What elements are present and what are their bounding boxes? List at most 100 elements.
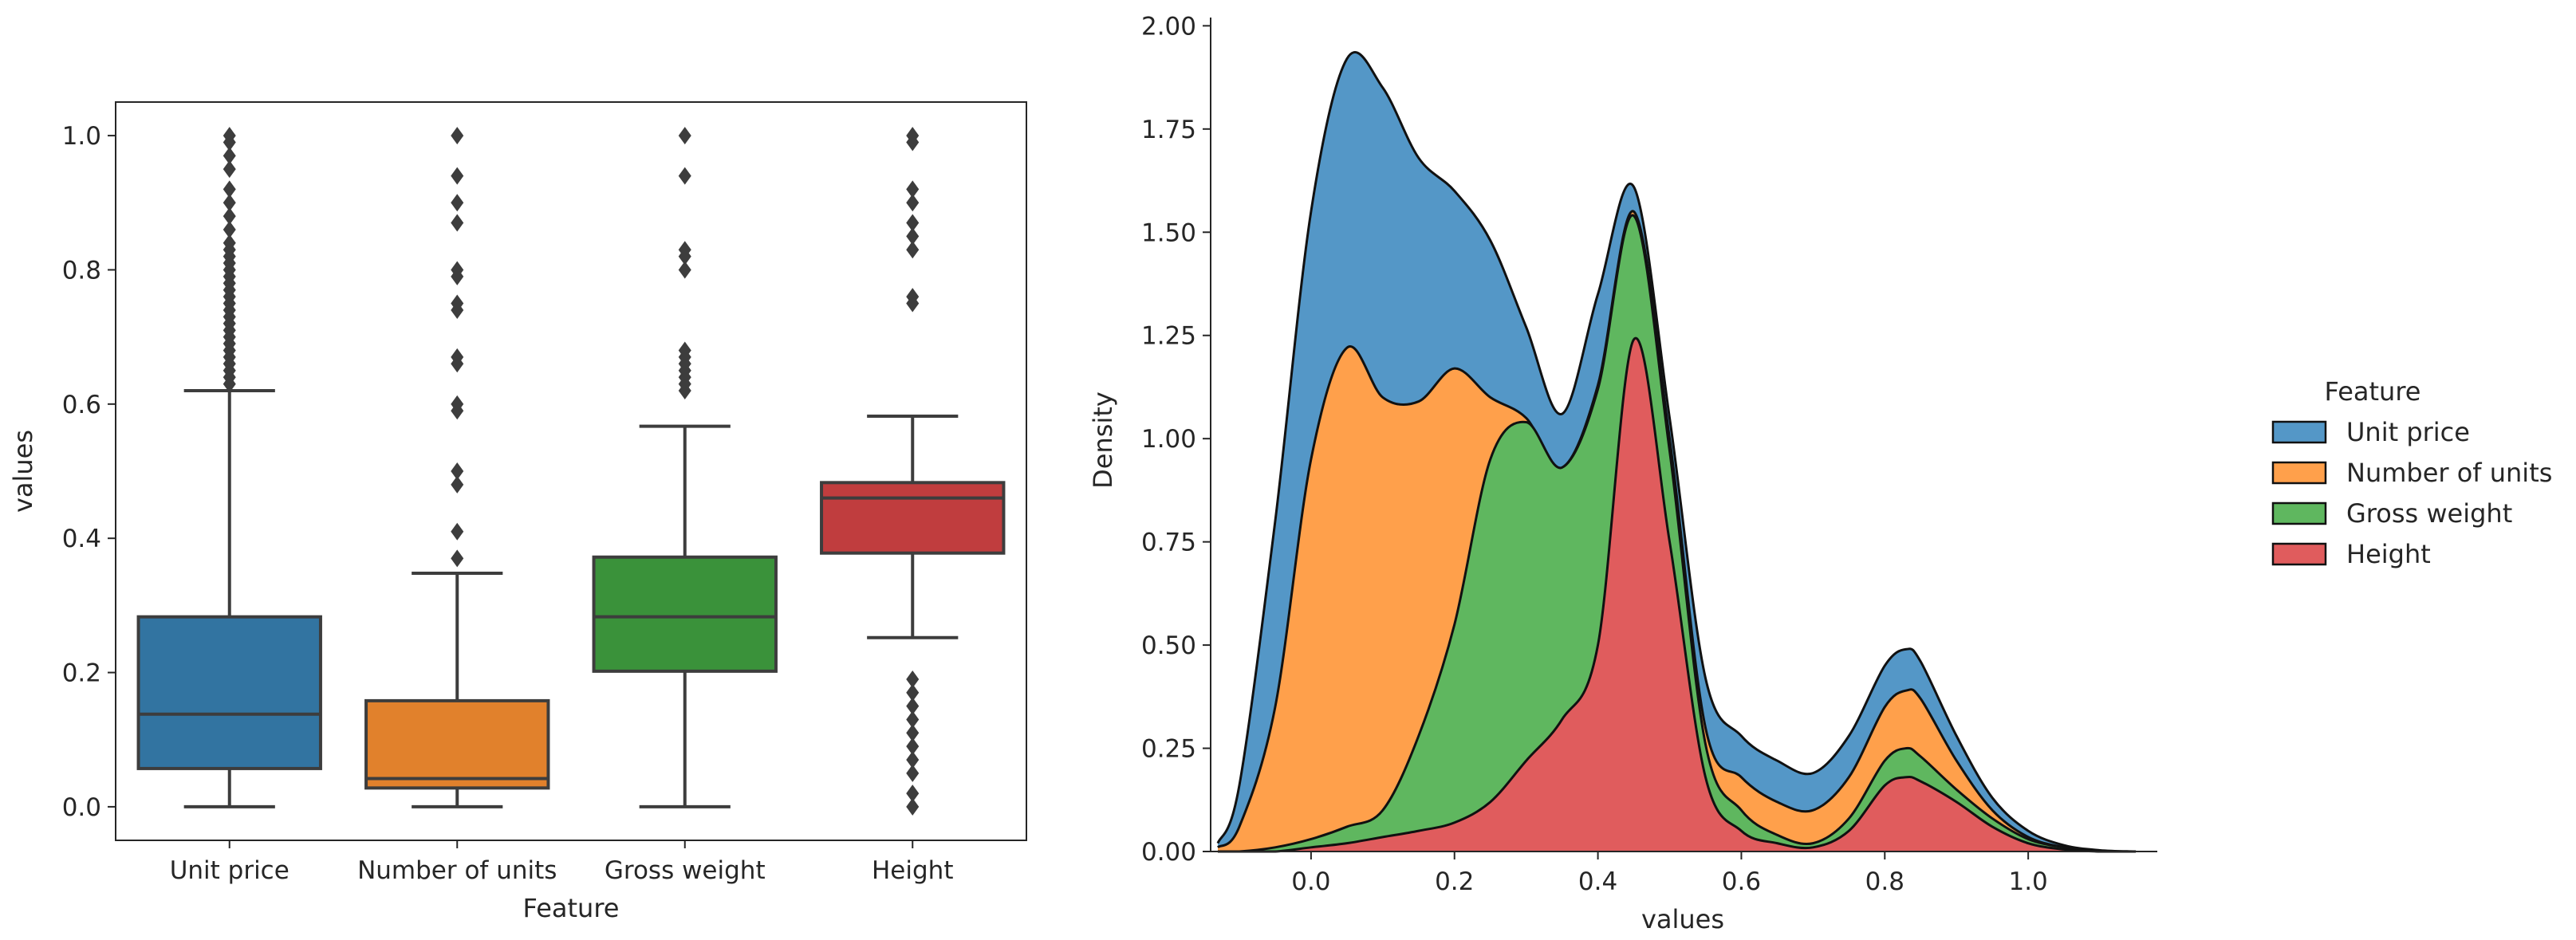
box-y-tick-label: 0.2	[62, 659, 101, 688]
unit-price-outlier	[223, 160, 236, 179]
number-of-units-outlier	[451, 167, 464, 185]
density-y-tick-label: 0.75	[1141, 529, 1196, 557]
number-of-units-outlier	[451, 261, 464, 279]
unit-price-outlier	[223, 207, 236, 226]
density-y-tick-label: 0.00	[1141, 838, 1196, 867]
density-x-axis-label: values	[1641, 904, 1724, 934]
box-plot-x-axis-label: Feature	[523, 893, 620, 923]
box-x-tick-label: Unit price	[170, 856, 290, 885]
density-y-ticks: 0.00 0.25 0.50 0.75 1.00 1.25 1.50 1.75 2.00	[1141, 12, 1211, 867]
height-outlier	[906, 764, 920, 782]
box-plot-marks	[136, 127, 1006, 816]
density-areas	[1216, 51, 2137, 853]
height-outlier	[906, 180, 920, 199]
gross-weight-outlier	[678, 341, 691, 360]
gross-weight-density-line	[1217, 214, 2137, 853]
density-x-tick-label: 1.0	[2008, 867, 2047, 896]
number-of-units-outlier	[451, 475, 464, 494]
number-of-units-outlier	[451, 194, 464, 212]
legend-title: Feature	[2325, 376, 2421, 407]
density-y-tick-label: 1.00	[1141, 425, 1196, 454]
height-outlier	[906, 227, 920, 246]
unit-price-outlier	[223, 147, 236, 165]
box-plot-panel: 0.0 0.2 0.4 0.6 0.8 1.0 Unit price Number of u…	[8, 101, 1027, 923]
unit-price-box	[136, 615, 322, 770]
height-outlier	[906, 670, 920, 688]
unit-price-outlier	[223, 220, 236, 238]
density-y-tick-label: 1.50	[1141, 218, 1196, 247]
box-y-tick-label: 0.0	[62, 793, 101, 822]
height-outlier	[906, 288, 920, 306]
number-of-units-outlier	[451, 462, 464, 480]
number-of-units-outlier	[451, 294, 464, 313]
legend-label-height: Height	[2346, 539, 2431, 569]
legend-swatch-unit-price	[2271, 420, 2327, 444]
height-outlier	[906, 697, 920, 715]
unit-price-density-line	[1216, 51, 2137, 853]
height-outlier	[906, 214, 920, 232]
box-plot-x-ticks: Unit price Number of units Gross weight Hei…	[170, 840, 953, 885]
legend-label-unit-price: Unit price	[2346, 417, 2470, 447]
box-x-tick-label: Number of units	[357, 856, 557, 885]
height-outlier	[906, 785, 920, 803]
gross-weight-outlier	[678, 261, 691, 279]
box-plot-frame	[115, 101, 1027, 841]
gross-weight-outlier	[678, 241, 691, 259]
height-outlier	[906, 750, 920, 769]
box-y-tick-label: 1.0	[62, 122, 101, 151]
height-outlier	[906, 797, 920, 816]
height-box	[820, 481, 1006, 555]
density-y-tick-label: 2.00	[1141, 12, 1196, 41]
box-plot-y-ticks: 0.0 0.2 0.4 0.6 0.8 1.0	[62, 122, 116, 822]
density-y-tick-label: 0.50	[1141, 631, 1196, 660]
legend-swatch-number-of-units	[2271, 461, 2327, 485]
legend-label-gross-weight: Gross weight	[2346, 498, 2512, 529]
height-outlier	[906, 710, 920, 729]
density-x-tick-label: 0.8	[1865, 867, 1904, 896]
unit-price-outlier	[223, 234, 236, 252]
legend-swatch-height	[2271, 542, 2327, 566]
gross-weight-density-area	[1217, 214, 2137, 852]
density-y-tick-label: 1.75	[1141, 116, 1196, 144]
density-x-tick-label: 0.0	[1291, 867, 1330, 896]
legend-swatch-gross-weight	[2271, 501, 2327, 525]
density-x-tick-label: 0.4	[1578, 867, 1617, 896]
density-x-tick-label: 0.2	[1435, 867, 1474, 896]
density-plot-panel: 0.00 0.25 0.50 0.75 1.00 1.25 1.50 1.75 2.00 0.0…	[1088, 12, 2157, 934]
legend: Feature Unit price Number of units Gross w…	[2271, 376, 2552, 569]
unit-price-outlier	[223, 194, 236, 212]
number-of-units-outlier	[451, 214, 464, 232]
box-y-tick-label: 0.6	[62, 391, 101, 419]
height-outlier	[906, 737, 920, 756]
density-x-ticks: 0.0 0.2 0.4 0.6 0.8 1.0	[1291, 852, 2048, 896]
density-y-tick-label: 1.25	[1141, 322, 1196, 351]
height-outlier	[906, 127, 920, 145]
number-of-units-outlier	[451, 348, 464, 366]
height-outlier	[906, 724, 920, 742]
box-x-tick-label: Height	[872, 856, 953, 885]
gross-weight-outlier	[678, 167, 691, 185]
density-y-tick-label: 0.25	[1141, 735, 1196, 764]
box-y-tick-label: 0.8	[62, 256, 101, 285]
density-y-axis-label: Density	[1088, 391, 1118, 489]
density-x-tick-label: 0.6	[1722, 867, 1761, 896]
gross-weight-outlier	[678, 127, 691, 145]
height-outlier	[906, 241, 920, 259]
box-x-tick-label: Gross weight	[605, 856, 766, 885]
legend-items: Unit price Number of units Gross weight Hei…	[2271, 417, 2552, 569]
number-of-units-outlier	[451, 522, 464, 541]
number-of-units-outlier	[451, 395, 464, 413]
box-y-tick-label: 0.4	[62, 525, 101, 553]
box-plot-y-axis-label: values	[8, 430, 38, 513]
height-outlier	[906, 194, 920, 212]
height-density-line	[1217, 336, 2137, 853]
legend-label-number-of-units: Number of units	[2346, 458, 2552, 488]
number-of-units-outlier	[451, 549, 464, 568]
unit-price-outlier	[223, 180, 236, 199]
number-of-units-outlier	[451, 127, 464, 145]
height-outlier	[906, 683, 920, 702]
gross-weight-box	[592, 555, 778, 673]
number-of-units-box	[364, 698, 550, 790]
unit-price-outlier	[223, 127, 236, 145]
